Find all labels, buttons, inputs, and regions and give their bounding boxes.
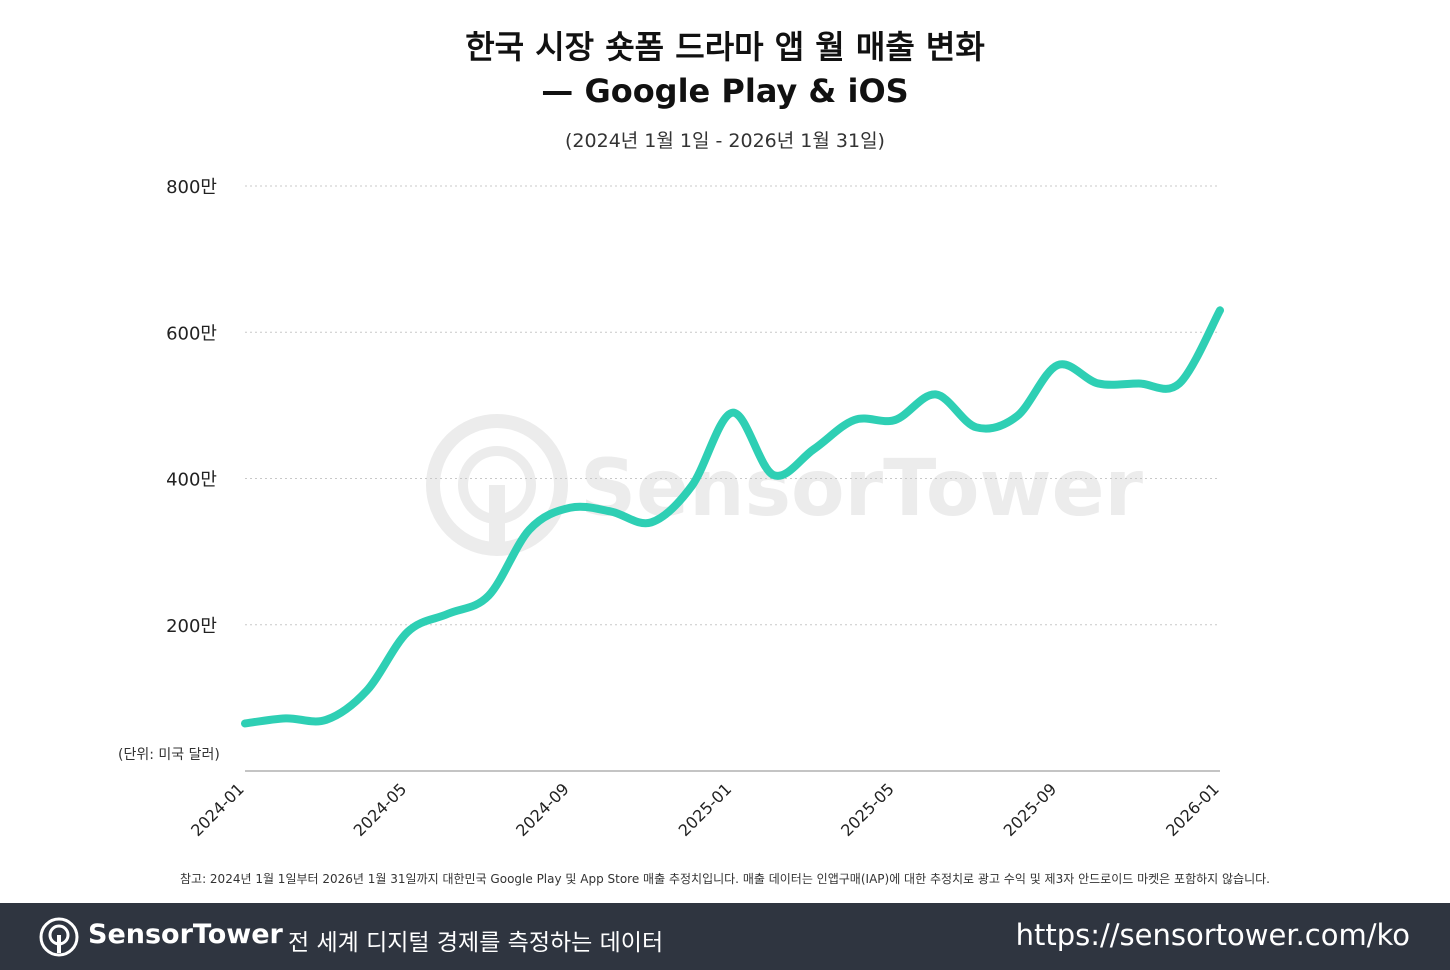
- data-point: [730, 410, 736, 416]
- data-point: [405, 629, 411, 635]
- data-point: [770, 472, 776, 478]
- data-point: [242, 720, 248, 726]
- sensortower-watermark: SensorTower: [426, 414, 1143, 556]
- chart-title-line1: 한국 시장 숏폼 드라마 앱 월 매출 변화: [465, 28, 985, 66]
- y-tick-label: 600만: [166, 323, 217, 344]
- data-point: [851, 417, 857, 423]
- y-tick-label: 200만: [166, 616, 217, 637]
- footer-bar: SensorTower 전 세계 디지털 경제를 측정하는 데이터 https:…: [0, 903, 1450, 970]
- data-point: [1176, 380, 1182, 386]
- watermark-stem-icon: [489, 485, 505, 553]
- data-point: [526, 527, 532, 533]
- x-tick-label: 2024-09: [512, 779, 573, 840]
- x-tick-label: 2025-09: [1000, 779, 1061, 840]
- footer-url-link[interactable]: https://sensortower.com/ko: [1015, 918, 1410, 952]
- data-point: [323, 717, 329, 723]
- data-point: [689, 483, 695, 489]
- y-axis: 200만 400만 600만 800만: [166, 177, 217, 637]
- series-line: [241, 306, 1224, 728]
- x-tick-label: 2025-05: [837, 779, 898, 840]
- watermark-text: SensorTower: [580, 444, 1143, 534]
- data-point: [486, 593, 492, 599]
- data-point: [1055, 362, 1061, 368]
- x-tick-label: 2024-01: [187, 779, 248, 840]
- data-point: [283, 715, 289, 721]
- x-tick-label: 2025-01: [675, 779, 736, 840]
- footer-tagline: 전 세계 디지털 경제를 측정하는 데이터: [288, 930, 664, 956]
- data-point: [1095, 380, 1101, 386]
- grid-lines: [245, 185, 1220, 626]
- data-point: [1217, 307, 1223, 313]
- data-point: [567, 505, 573, 511]
- data-point: [933, 391, 939, 397]
- x-tick-label: 2026-01: [1162, 779, 1223, 840]
- x-tick-label: 2024-05: [350, 779, 411, 840]
- chart-subtitle: (2024년 1월 1일 - 2026년 1월 31일): [565, 130, 885, 152]
- data-point: [1136, 380, 1142, 386]
- data-point: [811, 446, 817, 452]
- data-point: [648, 519, 654, 525]
- chart-title-line2: — Google Play & iOS: [541, 72, 909, 110]
- footer-brand: SensorTower: [88, 919, 283, 950]
- data-point: [445, 611, 451, 617]
- data-point: [1014, 413, 1020, 419]
- data-point: [892, 417, 898, 423]
- data-point: [973, 424, 979, 430]
- y-tick-label: 800만: [166, 177, 217, 198]
- x-axis: 2024-01 2024-05 2024-09 2025-01 2025-05 2025-…: [187, 779, 1223, 840]
- data-point: [608, 508, 614, 514]
- series-group: [241, 306, 1224, 728]
- y-tick-label: 400만: [166, 470, 217, 491]
- data-point: [364, 688, 370, 694]
- footnote: 참고: 2024년 1월 1일부터 2026년 1월 31일까지 대한민국 Go…: [179, 872, 1270, 886]
- sensortower-logo-icon: [39, 917, 79, 957]
- unit-label: (단위: 미국 달러): [118, 747, 220, 763]
